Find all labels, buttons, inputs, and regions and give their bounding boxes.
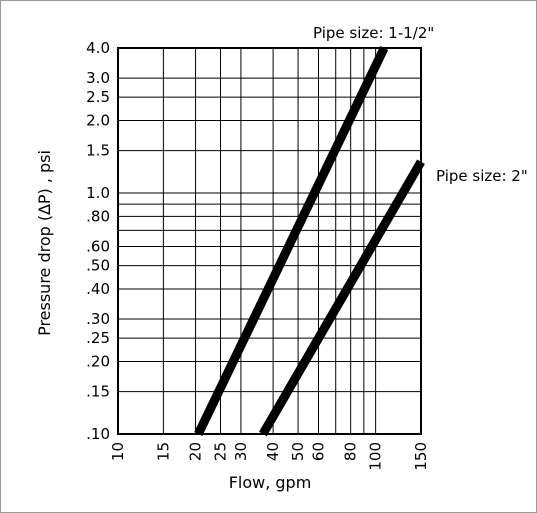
y-tick-label: 2.5	[86, 88, 110, 106]
series-line-pipe-1-1-2	[194, 46, 389, 436]
x-tick-label: 80	[342, 442, 360, 461]
x-tick-label: 20	[187, 442, 205, 461]
y-tick-label: .80	[86, 207, 110, 225]
y-tick-label: 1.5	[86, 142, 110, 160]
x-tick-label: 150	[412, 442, 430, 471]
series-line-pipe-2	[259, 159, 425, 437]
y-tick-label: 4.0	[86, 39, 110, 57]
x-axis-label: Flow, gpm	[229, 473, 312, 492]
x-tick-label: 15	[154, 442, 172, 461]
series-label-pipe-2: Pipe size: 2"	[436, 167, 528, 185]
y-tick-label: 3.0	[86, 69, 110, 87]
y-tick-label: .15	[86, 383, 110, 401]
y-tick-label: .30	[86, 310, 110, 328]
x-tick-label: 60	[309, 442, 327, 461]
y-tick-label: 1.0	[86, 184, 110, 202]
x-tick-label: 40	[264, 442, 282, 461]
x-tick-label: 25	[212, 442, 230, 461]
x-tick-label: 30	[232, 442, 250, 461]
x-tick-label: 50	[289, 442, 307, 461]
x-tick-label: 10	[109, 442, 127, 461]
y-tick-label: .25	[86, 329, 110, 347]
plot-border	[117, 47, 422, 435]
y-tick-label: .60	[86, 238, 110, 256]
y-tick-label: .20	[86, 352, 110, 370]
tick-labels: 10 15 20 25 30 40 50 60 80 100 150 .10 .15 .20 .25.30.…	[86, 39, 430, 471]
y-tick-label: 2.0	[86, 112, 110, 130]
y-tick-label: .10	[86, 425, 110, 443]
x-tick-label: 100	[367, 442, 385, 471]
series-label-pipe-1-1-2: Pipe size: 1-1/2"	[313, 24, 434, 42]
y-axis-label: Pressure drop (∆P) , psi	[35, 150, 54, 336]
y-tick-label: .50	[86, 257, 110, 275]
y-tick-label: .40	[86, 280, 110, 298]
series-lines	[194, 46, 425, 437]
